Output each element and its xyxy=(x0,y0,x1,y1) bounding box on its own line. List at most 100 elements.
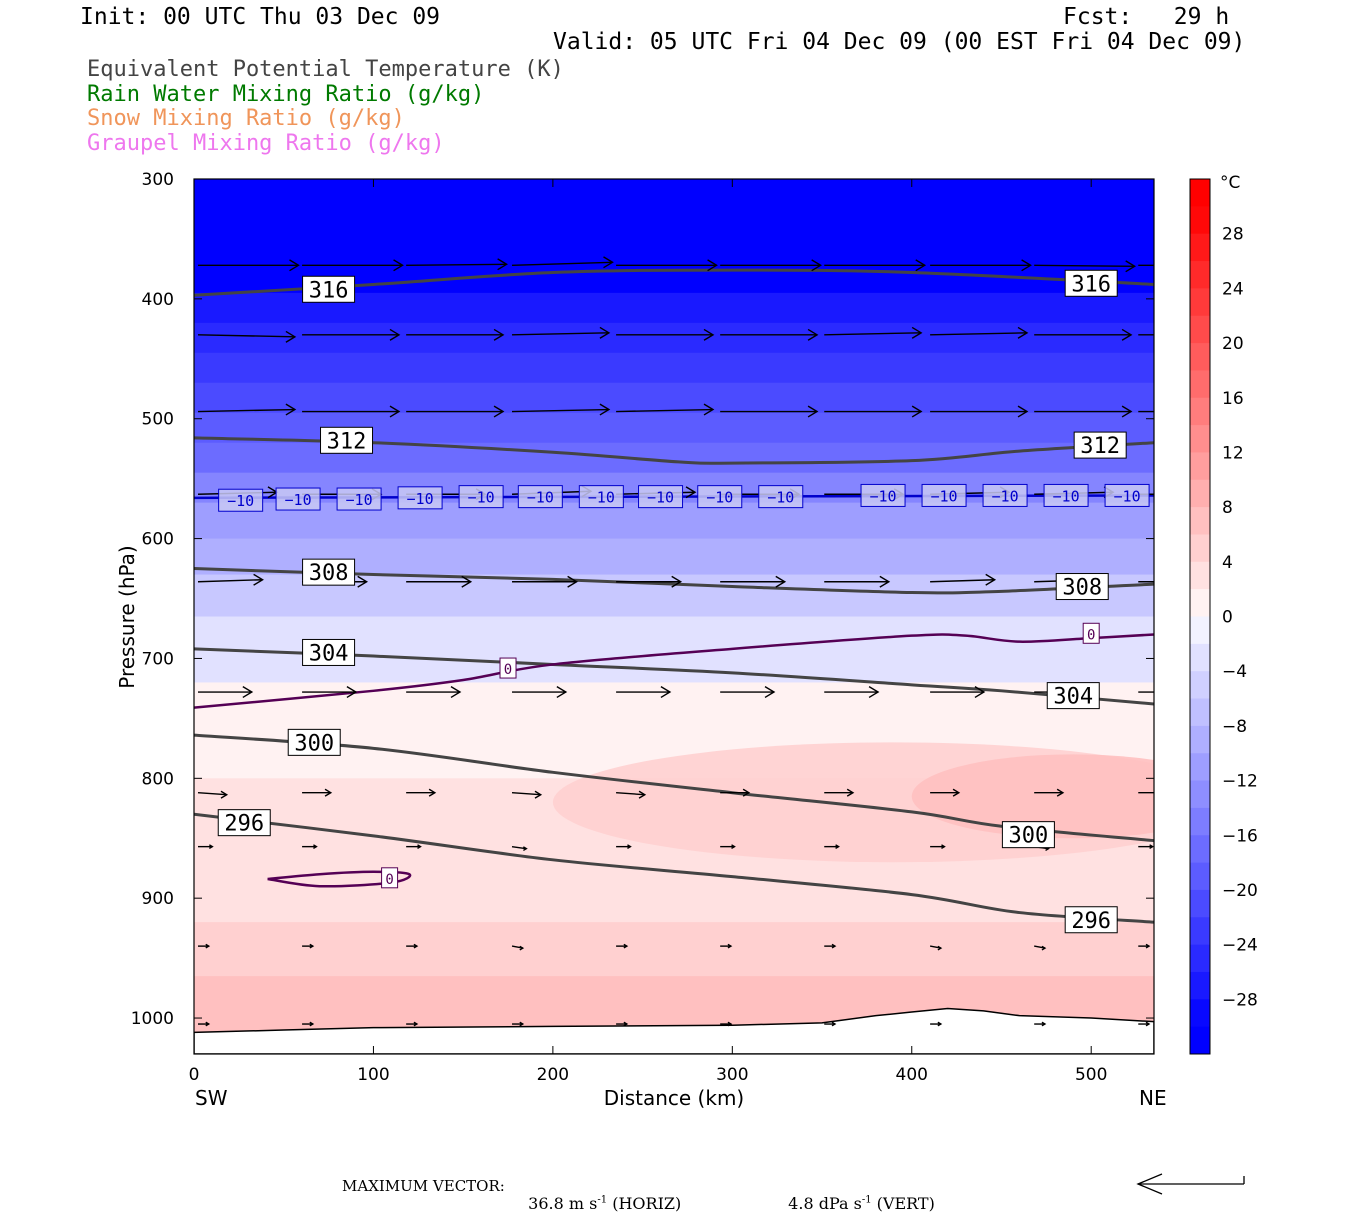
colorbar-segment xyxy=(1190,179,1210,207)
colorbar-tick-label: 8 xyxy=(1222,498,1233,518)
wind-vector xyxy=(1034,405,1133,418)
theta-e-label: 300 xyxy=(1009,824,1049,849)
isotherm-label: 0 xyxy=(385,872,393,888)
wind-vector-head xyxy=(879,575,891,588)
wind-vector-head xyxy=(253,573,264,586)
wind-vector-head xyxy=(389,328,401,341)
colorbar-tick-label: 24 xyxy=(1222,279,1244,299)
wind-vector xyxy=(930,686,986,699)
wind-vector-head xyxy=(835,844,840,850)
wind-vector xyxy=(720,686,776,699)
wind-vector-head xyxy=(1149,844,1154,850)
wind-vector-head xyxy=(727,943,733,949)
wind-vector-head xyxy=(556,686,568,699)
isotherm-label: 0 xyxy=(1087,627,1095,643)
x-left-label: SW xyxy=(195,1086,228,1110)
wind-vector-head xyxy=(324,788,333,797)
wind-vector xyxy=(616,328,715,341)
isotherm-label-box xyxy=(1043,483,1089,507)
wind-vector-head xyxy=(727,1021,733,1027)
wind-vector xyxy=(929,945,943,951)
theta-e-label: 308 xyxy=(1062,576,1102,601)
wind-vector-head xyxy=(242,686,254,699)
theta-e-contour-316 xyxy=(194,268,1154,297)
theta-e-label: 296 xyxy=(224,812,264,837)
wind-vector xyxy=(616,1021,629,1027)
x-tick-label: 0 xyxy=(189,1065,200,1085)
y-tick-label: 800 xyxy=(142,769,174,789)
theta-e-label: 312 xyxy=(327,429,367,454)
y-tick-label: 1000 xyxy=(131,1009,174,1029)
warm-patch xyxy=(911,754,1154,839)
theta-e-label-box xyxy=(1073,431,1127,459)
wind-vector-head xyxy=(811,259,823,272)
wind-vector xyxy=(406,575,473,588)
wind-vector xyxy=(512,326,611,339)
wind-vector xyxy=(720,575,787,588)
theta-e-label-box xyxy=(302,558,356,586)
colorbar-segment xyxy=(1190,534,1210,563)
wind-vector xyxy=(406,686,462,699)
wind-vector xyxy=(824,788,855,797)
wind-vector-head xyxy=(831,943,837,949)
theta-e-label-box xyxy=(1001,821,1055,849)
wind-vector xyxy=(930,573,997,586)
temperature-band xyxy=(194,179,1154,294)
wind-vector xyxy=(406,258,508,271)
wind-vector xyxy=(824,326,923,339)
wind-vector-head xyxy=(417,844,422,850)
wind-vector xyxy=(616,943,629,949)
theta-e-label-box xyxy=(287,728,341,756)
wind-vector-head xyxy=(450,686,462,699)
colorbar-tick-label: −20 xyxy=(1222,881,1258,901)
x-axis-title: Distance (km) xyxy=(604,1086,744,1110)
colorbar-segment xyxy=(1190,917,1210,946)
wind-vector xyxy=(197,790,229,799)
isotherm-label: −10 xyxy=(527,489,554,507)
wind-vector-head xyxy=(493,405,505,418)
wind-vector xyxy=(1138,791,1154,794)
wind-vector-head xyxy=(974,686,986,699)
theta-e-contour-312 xyxy=(194,436,1154,465)
colorbar-segment xyxy=(1190,753,1210,782)
temperature-band xyxy=(194,922,1154,977)
wind-vector-head xyxy=(1121,328,1133,341)
vert-unit: (VERT) xyxy=(876,1194,935,1213)
wind-vector xyxy=(824,943,837,949)
colorbar-segment xyxy=(1190,479,1210,508)
wind-vector-head xyxy=(1125,260,1137,273)
wind-vector-head xyxy=(413,1021,419,1027)
theta-e-contour-308 xyxy=(194,567,1154,595)
wind-vector-head xyxy=(807,405,819,418)
x-tick-label: 100 xyxy=(357,1065,389,1085)
colorbar-segment xyxy=(1190,233,1210,262)
wind-vector-head xyxy=(567,575,578,588)
isotherm-label-box xyxy=(921,483,967,507)
wind-vector xyxy=(1138,1021,1151,1027)
theta-e-label: 316 xyxy=(1071,272,1111,297)
vert-exp: -1 xyxy=(861,1194,872,1206)
wind-vector-head xyxy=(623,1021,629,1027)
isotherm-label-box xyxy=(1082,622,1100,644)
wind-vector-shaft xyxy=(616,408,714,413)
theta-e-label-box xyxy=(217,809,271,837)
wind-vector-shaft xyxy=(930,332,1028,336)
wind-vector-head xyxy=(493,328,505,341)
theta-e-contour-296 xyxy=(194,812,1154,924)
colorbar-tick-label: 12 xyxy=(1222,443,1244,463)
colorbar-tick-label: −16 xyxy=(1222,826,1258,846)
colorbar-segment xyxy=(1190,671,1210,700)
colorbar-segment xyxy=(1190,889,1210,918)
x-tick-label: 200 xyxy=(537,1065,569,1085)
colorbar-segment xyxy=(1190,507,1210,535)
wind-vector xyxy=(511,790,543,799)
horiz-unit: (HORIZ) xyxy=(612,1194,682,1213)
wind-vector xyxy=(1034,260,1137,273)
reference-arrow xyxy=(1136,1173,1245,1195)
x-right-label: NE xyxy=(1139,1086,1167,1110)
colorbar-tick-label: −24 xyxy=(1222,936,1258,956)
wind-vector xyxy=(616,844,632,850)
wind-vector xyxy=(302,943,315,949)
isotherm-label: −10 xyxy=(992,487,1019,505)
colorbar-tick-label: 4 xyxy=(1222,553,1233,573)
